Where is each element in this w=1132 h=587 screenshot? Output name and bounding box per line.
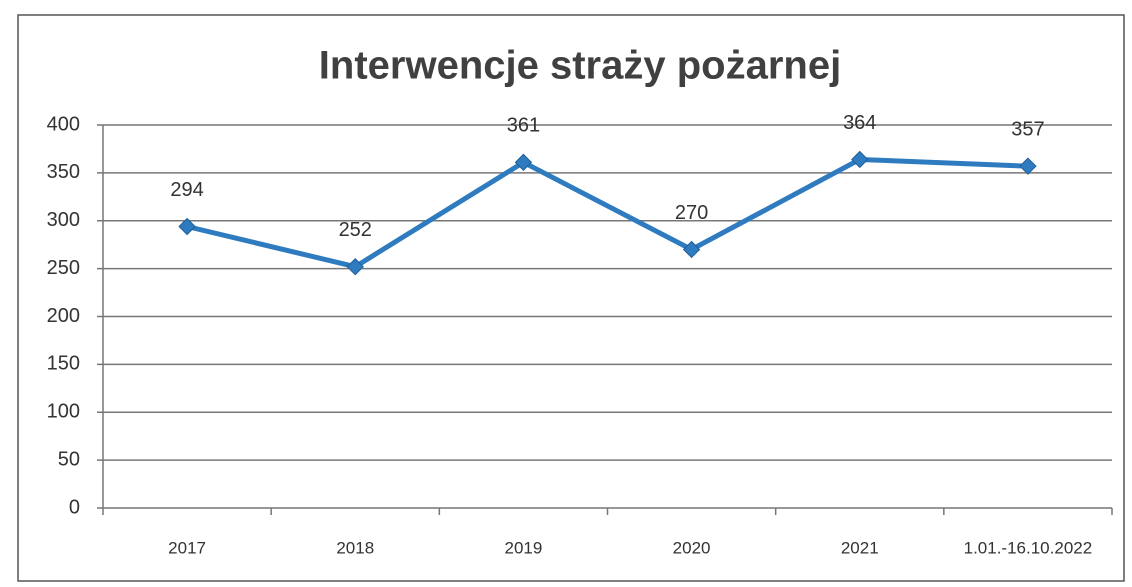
x-tick-label: 2017 <box>168 538 206 557</box>
data-label: 294 <box>170 179 203 201</box>
data-label: 252 <box>339 219 372 241</box>
marker <box>1019 157 1037 175</box>
data-label: 364 <box>843 112 876 134</box>
x-tick-label: 2021 <box>841 538 879 557</box>
marker <box>514 153 533 172</box>
y-tick-label: 150 <box>47 353 80 375</box>
y-tick-label: 350 <box>47 161 80 183</box>
data-line <box>186 156 1029 270</box>
data-label: 357 <box>1011 118 1044 140</box>
y-tick-label: 100 <box>47 401 80 423</box>
chart-frame <box>17 14 1125 582</box>
data-label: 361 <box>507 115 540 137</box>
y-tick-label: 400 <box>47 113 80 135</box>
chart-title: Interwencje straży pożarnej <box>319 44 841 88</box>
data-label: 270 <box>675 202 708 224</box>
y-tick-label: 200 <box>47 305 80 327</box>
y-tick-label: 300 <box>47 209 80 231</box>
x-tick-label: 2020 <box>673 538 711 557</box>
x-tick-label: 2019 <box>505 538 543 557</box>
y-tick-label: 0 <box>69 496 80 518</box>
y-tick-label: 250 <box>47 257 80 279</box>
marker <box>178 217 196 236</box>
y-tick-label: 50 <box>58 448 80 470</box>
marker <box>682 240 701 259</box>
x-tick-label: 2018 <box>336 538 374 557</box>
marker <box>851 150 869 169</box>
x-tick-label: 1.01.-16.10.2022 <box>964 538 1093 557</box>
marker <box>346 258 364 276</box>
